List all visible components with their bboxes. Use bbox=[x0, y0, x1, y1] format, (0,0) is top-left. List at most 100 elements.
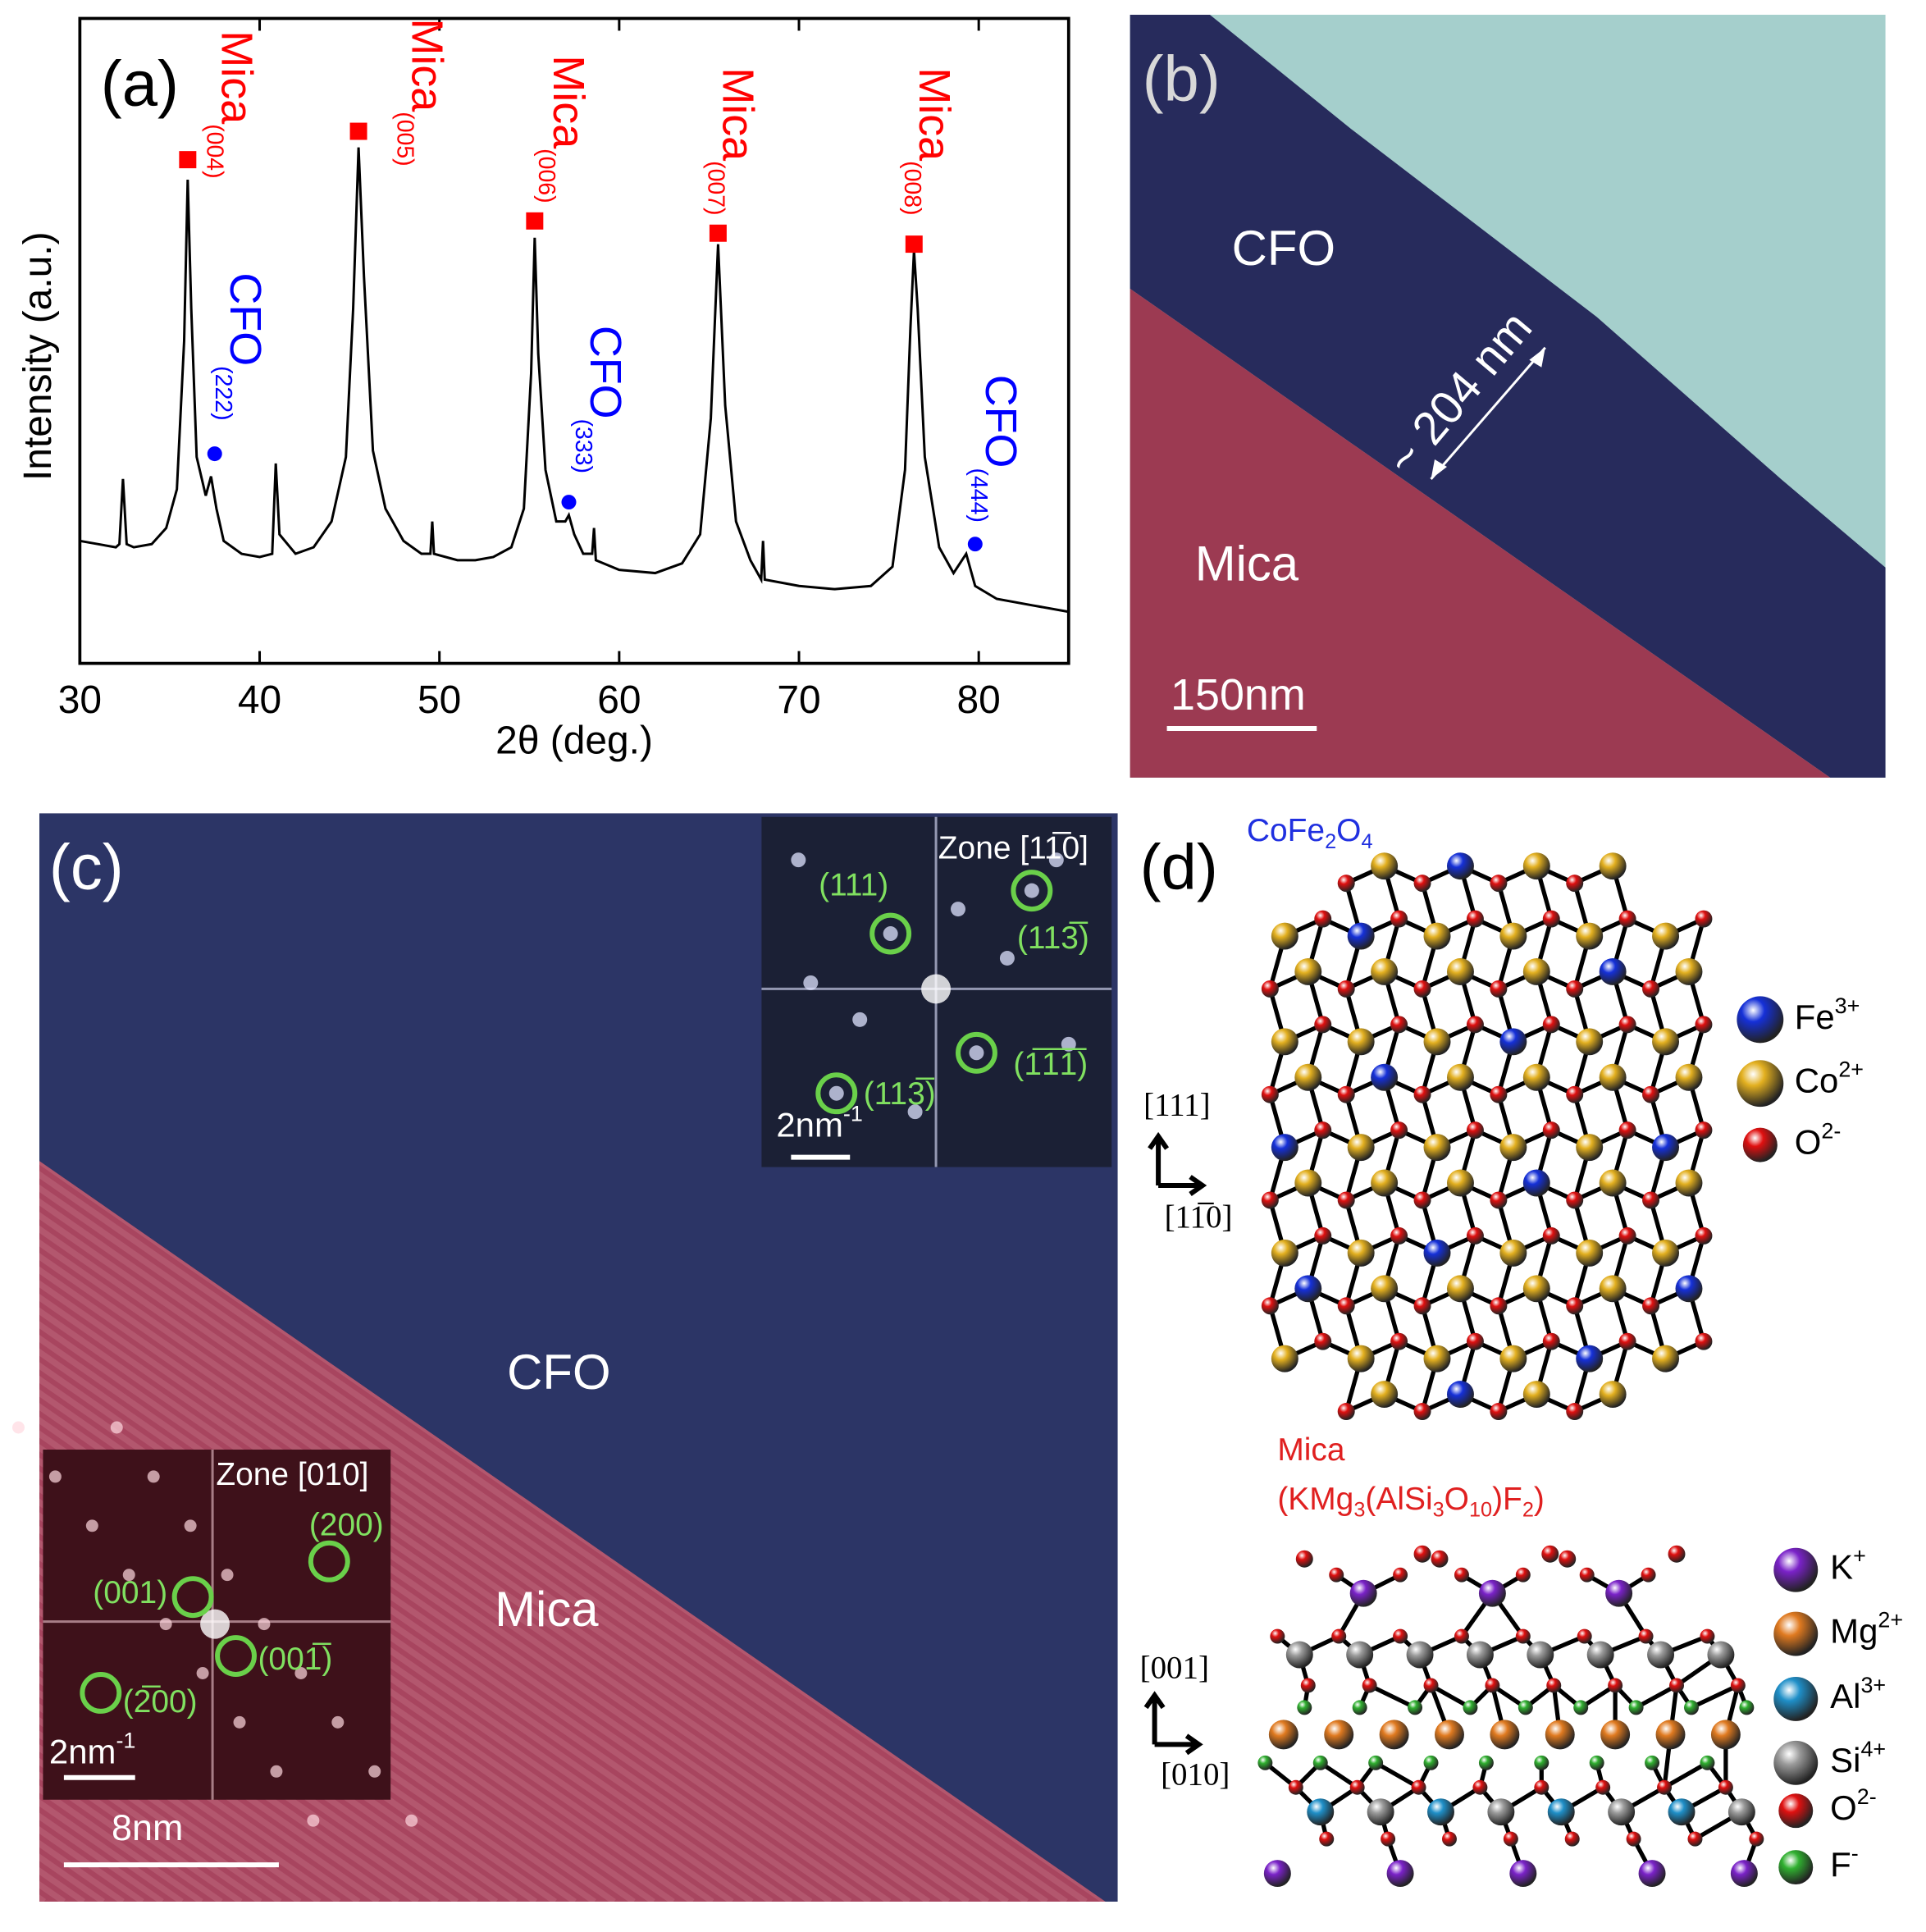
axis-label: [001] bbox=[1140, 1650, 1209, 1685]
spot-label: (2̅00) bbox=[123, 1684, 198, 1720]
formula-part: (KMg bbox=[1277, 1482, 1353, 1517]
atom bbox=[1446, 852, 1474, 880]
atom bbox=[1564, 1831, 1580, 1847]
atom bbox=[1638, 1860, 1666, 1888]
zone-label: Zone [11̅0] bbox=[938, 830, 1089, 866]
atom bbox=[1652, 1134, 1679, 1162]
peak-index: (008) bbox=[900, 161, 926, 215]
atom bbox=[1314, 1016, 1332, 1034]
atom bbox=[1642, 1191, 1660, 1209]
scale-label: 8nm bbox=[112, 1806, 183, 1848]
atom bbox=[1285, 1641, 1313, 1669]
legend-ball bbox=[1773, 1676, 1819, 1721]
scale-value: 2nm bbox=[776, 1106, 843, 1144]
bond bbox=[1319, 1761, 1359, 1789]
atom bbox=[1534, 1779, 1549, 1795]
mica-name: Mica bbox=[1277, 1432, 1345, 1468]
atom bbox=[1314, 1332, 1332, 1350]
x-tick-label: 50 bbox=[418, 678, 461, 722]
fft-spot bbox=[951, 902, 965, 917]
bond bbox=[1663, 1761, 1709, 1790]
atom bbox=[1413, 1085, 1431, 1103]
atom bbox=[1599, 1063, 1627, 1091]
spot-circle bbox=[815, 1072, 858, 1115]
atom bbox=[1413, 1191, 1431, 1209]
atom bbox=[1655, 1720, 1686, 1750]
atom bbox=[1499, 1345, 1527, 1372]
atom bbox=[1490, 1720, 1520, 1750]
peak-marker bbox=[207, 446, 222, 462]
atom bbox=[1490, 1085, 1508, 1103]
atom bbox=[1295, 1550, 1313, 1568]
atom bbox=[1599, 1381, 1627, 1409]
legend-label: F- bbox=[1830, 1841, 1859, 1884]
fringe bbox=[39, 1161, 970, 1902]
atom bbox=[1261, 1191, 1279, 1209]
legend-label: Co2+ bbox=[1795, 1057, 1864, 1100]
tem-image-b bbox=[1130, 14, 1886, 778]
fft-spot bbox=[147, 1470, 160, 1483]
atom bbox=[1294, 1169, 1322, 1197]
formula-part: 4 bbox=[1361, 830, 1372, 853]
atom bbox=[1307, 1798, 1335, 1826]
element: Mg bbox=[1830, 1612, 1878, 1651]
fft-spot bbox=[1048, 852, 1064, 868]
charge: 2+ bbox=[1878, 1608, 1903, 1633]
atom bbox=[1466, 1332, 1484, 1350]
cfo-region bbox=[1130, 14, 1886, 778]
atom bbox=[1586, 1641, 1614, 1669]
peak-label: CFO(333) bbox=[570, 326, 629, 473]
atom bbox=[1527, 1641, 1554, 1669]
atom bbox=[1618, 1226, 1636, 1245]
fft-spot bbox=[221, 1569, 234, 1582]
peak-label: Mica(004) bbox=[202, 30, 261, 178]
atom bbox=[1546, 1678, 1562, 1693]
peak-name: Mica bbox=[544, 55, 593, 148]
atom bbox=[1628, 1700, 1644, 1715]
atom bbox=[1352, 1700, 1367, 1715]
atom bbox=[1423, 1239, 1451, 1267]
charge: 4+ bbox=[1860, 1737, 1886, 1761]
atom bbox=[1312, 1755, 1328, 1770]
fringe bbox=[39, 1161, 1029, 1902]
atom bbox=[1695, 1016, 1713, 1034]
charge: 2- bbox=[1857, 1784, 1877, 1809]
fft-scale-label: 2nm-1 bbox=[776, 1102, 862, 1144]
atom bbox=[1337, 1191, 1355, 1209]
thickness-arrow bbox=[1430, 346, 1546, 480]
element: Si bbox=[1830, 1741, 1860, 1779]
panel-label: (d) bbox=[1140, 833, 1218, 903]
spot-label: (111) bbox=[819, 867, 888, 902]
atom bbox=[1490, 980, 1508, 998]
legend-ball bbox=[1778, 1850, 1814, 1885]
atom bbox=[1542, 1332, 1560, 1350]
element: F bbox=[1830, 1845, 1851, 1884]
substrate-label: Mica bbox=[495, 1582, 599, 1637]
atom bbox=[1454, 1628, 1469, 1644]
atom bbox=[1599, 957, 1627, 985]
atom bbox=[1346, 1641, 1374, 1669]
peak-name: CFO bbox=[976, 375, 1025, 468]
atom bbox=[1515, 1567, 1531, 1583]
fringe bbox=[39, 1161, 577, 1902]
atom bbox=[1749, 1831, 1764, 1847]
atom bbox=[1577, 1628, 1592, 1644]
element: Fe bbox=[1795, 998, 1835, 1036]
peak-name: Mica bbox=[713, 67, 762, 161]
x-tick-label: 40 bbox=[238, 678, 281, 722]
spot-label: (113̅) bbox=[1017, 920, 1089, 956]
atom bbox=[1618, 1121, 1636, 1140]
bond bbox=[1374, 1761, 1420, 1790]
axis-label: [11̅0] bbox=[1165, 1199, 1233, 1235]
atom bbox=[1618, 1016, 1636, 1034]
atom bbox=[1331, 1628, 1347, 1644]
peak-marker bbox=[179, 151, 197, 169]
atom bbox=[1515, 1628, 1531, 1644]
atom bbox=[1446, 1063, 1474, 1091]
fringe bbox=[39, 1161, 1048, 1902]
atom bbox=[1566, 980, 1584, 998]
fft-spot bbox=[270, 1765, 283, 1778]
atom bbox=[1347, 1239, 1375, 1267]
fft-center bbox=[200, 1609, 230, 1639]
atom bbox=[1349, 1779, 1365, 1795]
